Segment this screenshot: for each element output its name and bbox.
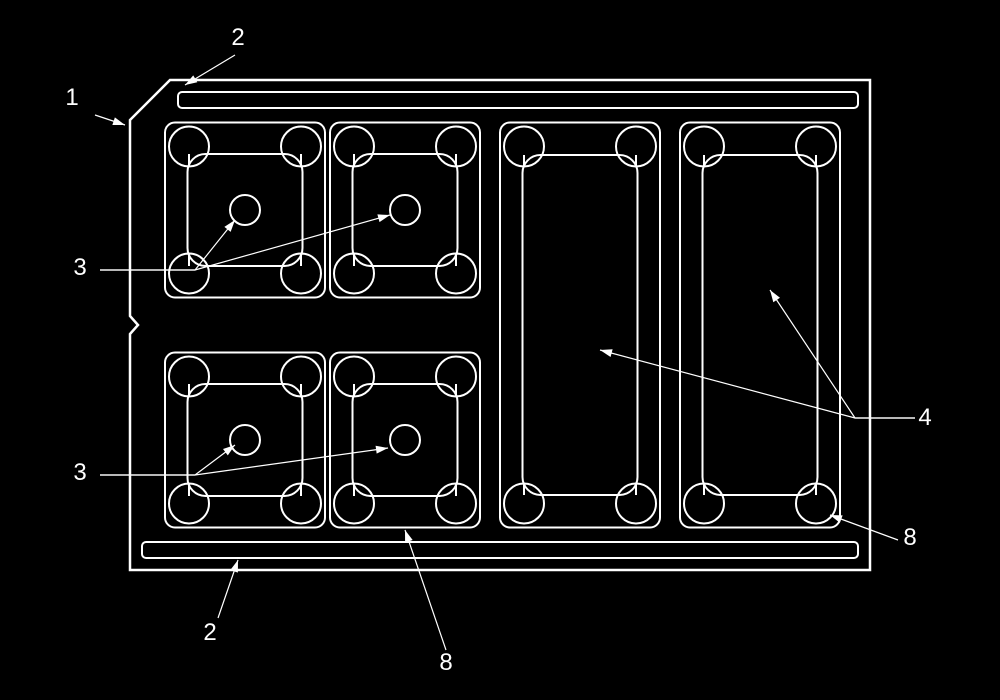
leader-line bbox=[100, 215, 390, 270]
leader-label: 1 bbox=[65, 84, 78, 111]
leader-8: 8 bbox=[830, 515, 917, 551]
leader-label: 2 bbox=[231, 24, 244, 51]
leader-3: 3 bbox=[73, 214, 390, 281]
top-inset-bar bbox=[178, 92, 858, 108]
leader-4: 4 bbox=[600, 290, 932, 431]
cell-outer-rect bbox=[680, 123, 840, 528]
cell-center-circle bbox=[390, 425, 420, 455]
arrowhead-icon bbox=[377, 214, 390, 222]
cell-outer-rect bbox=[165, 123, 325, 298]
leader-1: 1 bbox=[65, 84, 125, 125]
cell-inner-rect bbox=[188, 154, 303, 266]
leader-line bbox=[100, 448, 388, 475]
cell-outer-rect bbox=[500, 123, 660, 528]
cell-3 bbox=[330, 353, 480, 528]
leader-label: 2 bbox=[203, 619, 216, 646]
leader-2: 2 bbox=[203, 560, 238, 646]
cell-2 bbox=[165, 353, 325, 528]
cell-1 bbox=[330, 123, 480, 298]
cell-outer-rect bbox=[165, 353, 325, 528]
cell-inner-rect bbox=[353, 384, 458, 496]
leader-line bbox=[600, 350, 915, 418]
arrowhead-icon bbox=[600, 349, 613, 357]
leader-label: 8 bbox=[903, 524, 916, 551]
arrowhead-icon bbox=[224, 220, 235, 232]
leader-label: 8 bbox=[439, 649, 452, 676]
leader-label: 4 bbox=[918, 404, 931, 431]
cell-center-circle bbox=[230, 425, 260, 455]
leader-line bbox=[100, 220, 235, 270]
leader-label: 3 bbox=[73, 254, 86, 281]
cell-5 bbox=[680, 123, 840, 528]
leader-2: 2 bbox=[185, 24, 245, 85]
leader-label: 3 bbox=[73, 459, 86, 486]
arrowhead-icon bbox=[376, 446, 388, 454]
cell-center-circle bbox=[390, 195, 420, 225]
leader-8: 8 bbox=[405, 530, 453, 676]
cell-0 bbox=[165, 123, 325, 298]
cell-inner-rect bbox=[353, 154, 458, 266]
arrowhead-icon bbox=[830, 515, 843, 523]
leader-line bbox=[405, 530, 446, 650]
leader-3: 3 bbox=[73, 445, 388, 486]
bot-inset-bar bbox=[142, 542, 858, 558]
technical-drawing: 1 2 2 3 3 4 8 8 bbox=[0, 0, 1000, 700]
cell-inner-rect bbox=[188, 384, 303, 496]
leader-line bbox=[100, 445, 235, 475]
arrowhead-icon bbox=[405, 530, 413, 543]
cell-inner-rect bbox=[703, 155, 818, 495]
cell-4 bbox=[500, 123, 660, 528]
cell-inner-rect bbox=[523, 155, 638, 495]
arrowhead-icon bbox=[112, 117, 125, 125]
leader-line bbox=[770, 290, 915, 418]
arrowhead-icon bbox=[770, 290, 780, 302]
